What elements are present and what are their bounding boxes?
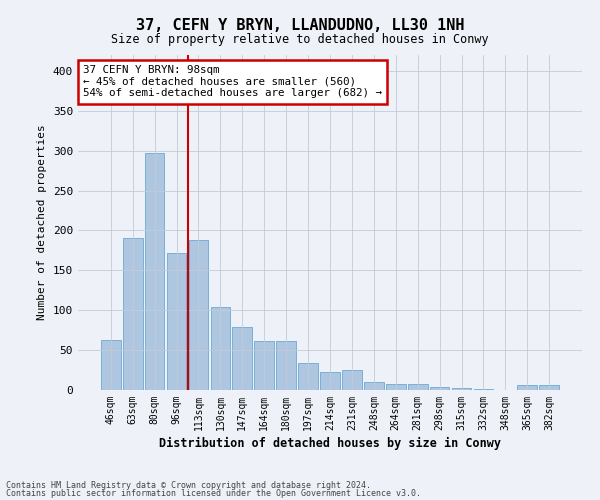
Bar [430, 387, 449, 390]
Bar [254, 342, 274, 390]
Text: Contains HM Land Registry data © Crown copyright and database right 2024.: Contains HM Land Registry data © Crown c… [6, 480, 371, 490]
Bar [298, 363, 318, 390]
Bar [211, 307, 230, 390]
Bar [123, 238, 143, 390]
Bar [473, 389, 493, 390]
Bar [452, 388, 472, 390]
Text: Contains public sector information licensed under the Open Government Licence v3: Contains public sector information licen… [6, 489, 421, 498]
Bar [539, 385, 559, 390]
Bar [101, 340, 121, 390]
Bar [320, 372, 340, 390]
Text: 37 CEFN Y BRYN: 98sqm
← 45% of detached houses are smaller (560)
54% of semi-det: 37 CEFN Y BRYN: 98sqm ← 45% of detached … [83, 65, 382, 98]
Text: Size of property relative to detached houses in Conwy: Size of property relative to detached ho… [111, 32, 489, 46]
Bar [517, 385, 537, 390]
Bar [276, 342, 296, 390]
Bar [342, 370, 362, 390]
Bar [386, 384, 406, 390]
Bar [232, 327, 252, 390]
Bar [188, 240, 208, 390]
Bar [145, 153, 164, 390]
Text: 37, CEFN Y BRYN, LLANDUDNO, LL30 1NH: 37, CEFN Y BRYN, LLANDUDNO, LL30 1NH [136, 18, 464, 32]
Y-axis label: Number of detached properties: Number of detached properties [37, 124, 47, 320]
Bar [408, 384, 428, 390]
Bar [364, 382, 384, 390]
Bar [167, 253, 187, 390]
X-axis label: Distribution of detached houses by size in Conwy: Distribution of detached houses by size … [159, 437, 501, 450]
